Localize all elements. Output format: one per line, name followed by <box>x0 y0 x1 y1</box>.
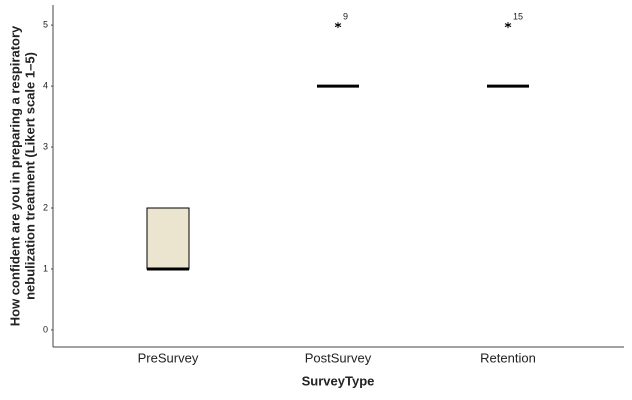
y-tick-label: 5 <box>43 19 48 29</box>
box <box>146 207 190 270</box>
x-tick-label: PostSurvey <box>305 350 372 365</box>
outlier <box>504 22 512 29</box>
y-tick-label: 2 <box>43 202 48 212</box>
y-axis-title: nebulization treatment (Likert scale 1–5… <box>22 52 37 300</box>
y-tick-label: 0 <box>43 324 48 334</box>
y-tick-label: 1 <box>43 263 48 273</box>
y-axis-title: How confident are you in preparing a res… <box>7 25 22 326</box>
y-tick-label: 4 <box>43 80 48 90</box>
x-tick-label: Retention <box>480 350 536 365</box>
outlier-label: 15 <box>513 11 523 21</box>
y-tick-label: 3 <box>43 141 48 151</box>
outlier-label: 9 <box>343 11 348 21</box>
x-axis-title: SurveyType <box>302 373 375 388</box>
x-tick-label: PreSurvey <box>138 350 199 365</box>
outlier <box>334 22 342 29</box>
